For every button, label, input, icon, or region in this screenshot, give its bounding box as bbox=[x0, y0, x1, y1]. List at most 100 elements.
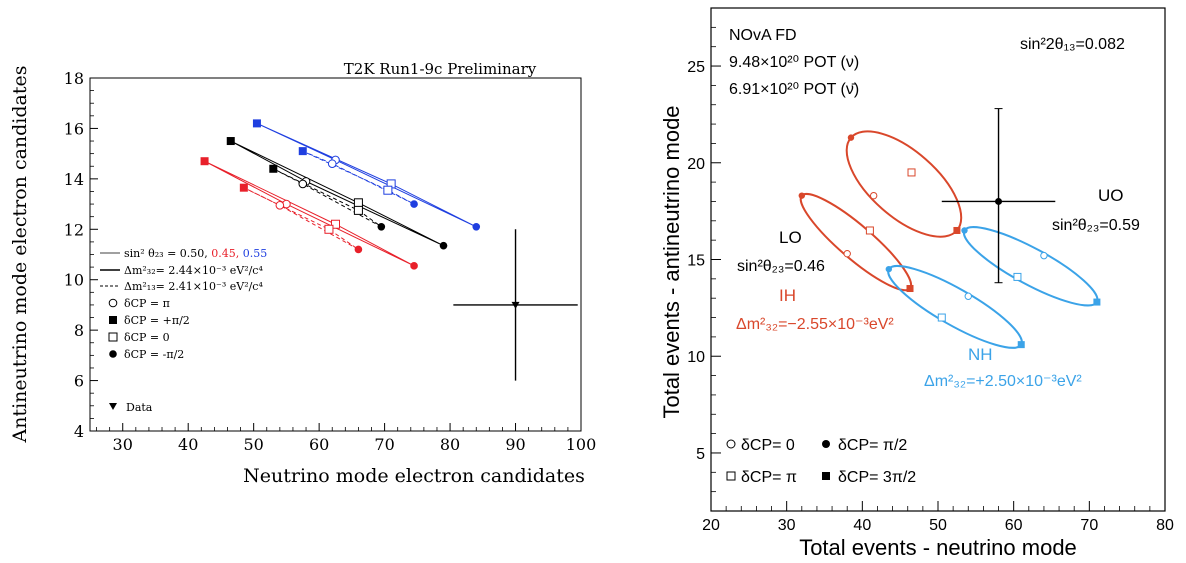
nova-ytick-label: 20 bbox=[687, 156, 705, 173]
t2k-xtick-label: 100 bbox=[566, 435, 597, 454]
t2k-point-dcp-mpi2 bbox=[354, 245, 363, 254]
nova-data-marker bbox=[995, 197, 1003, 205]
nova-ylabel: Total events - antineutrino mode bbox=[659, 105, 684, 418]
legend-triangle-icon bbox=[109, 403, 117, 410]
nova-legend-d3pi2: δCP= 3π/2 bbox=[838, 469, 916, 486]
nova-point-dcp-3pi2 bbox=[953, 226, 961, 234]
legend-dm32: Δm²₃₂= 2.44×10⁻³ eV²/c⁴ bbox=[124, 264, 263, 277]
t2k-point-dcp-pi bbox=[327, 159, 337, 169]
legend-data: Data bbox=[126, 401, 153, 414]
nova-lo-sin: sin²θ₂₃=0.46 bbox=[737, 258, 825, 275]
t2k-xtick-label: 60 bbox=[309, 435, 329, 454]
nova-xlabel: Total events - neutrino mode bbox=[799, 535, 1077, 560]
legend-dm13: Δm²₁₃= 2.41×10⁻³ eV²/c⁴ bbox=[124, 280, 263, 293]
t2k-point-dcp-pi2 bbox=[269, 164, 278, 173]
nova-point-dcp-pi bbox=[937, 313, 946, 322]
legend-dcp-mpi2: δCP = -π/2 bbox=[124, 348, 184, 361]
nova-xtick-label: 50 bbox=[929, 517, 947, 534]
t2k-point-dcp-pi bbox=[275, 201, 285, 210]
nova-point-dcp-pi2 bbox=[798, 192, 805, 199]
t2k-legend: sin² θ₂₃ = 0.50, 0.45, 0.55 Δm²₃₂= 2.44×… bbox=[100, 247, 267, 414]
t2k-ytick-label: 18 bbox=[64, 69, 84, 88]
t2k-point-dcp-0 bbox=[383, 185, 393, 195]
t2k-ytick-label: 14 bbox=[64, 170, 84, 189]
t2k-point-dcp-0 bbox=[324, 224, 334, 234]
t2k-point-dcp-pi2 bbox=[252, 119, 261, 128]
t2k-point-dcp-pi2 bbox=[298, 147, 307, 156]
t2k-chart: T2K Run1-9c Preliminary Neutrino mode el… bbox=[9, 60, 596, 487]
t2k-contour-line bbox=[243, 187, 359, 250]
t2k-xtick-label: 50 bbox=[243, 435, 263, 454]
legend-dcp-0: δCP = 0 bbox=[124, 331, 170, 344]
nova-pot-nu: 9.48×10²⁰ POT (ν) bbox=[729, 54, 859, 71]
nova-detector-label: NOvA FD bbox=[729, 27, 797, 44]
nova-ytick-label: 5 bbox=[696, 446, 705, 463]
nova-xtick-label: 80 bbox=[1156, 517, 1174, 534]
t2k-contour-line bbox=[273, 168, 382, 228]
nova-nh-dm: Δm²₃₂=+2.50×10⁻³eV² bbox=[924, 373, 1082, 390]
t2k-ytick-label: 12 bbox=[64, 220, 84, 239]
nova-point-dcp-pi2 bbox=[847, 134, 855, 141]
t2k-point-dcp-mpi2 bbox=[377, 222, 386, 231]
t2k-point-dcp-0 bbox=[353, 205, 363, 215]
nova-point-dcp-pi bbox=[865, 226, 874, 235]
t2k-ytick-label: 6 bbox=[74, 372, 84, 391]
nova-xtick-label: 40 bbox=[853, 517, 871, 534]
nova-legend-filled-circle-icon bbox=[822, 440, 830, 448]
nova-point-dcp-3pi2 bbox=[906, 285, 914, 293]
t2k-point-dcp-pi2 bbox=[226, 137, 235, 146]
nova-legend-dpi2: δCP= π/2 bbox=[838, 437, 907, 454]
t2k-point-dcp-pi2 bbox=[200, 157, 209, 166]
nova-point-dcp-pi2 bbox=[885, 265, 893, 273]
nova-point-dcp-0 bbox=[869, 191, 878, 200]
nova-legend-open-square-icon bbox=[726, 471, 736, 481]
nova-contour-ellipse bbox=[887, 265, 1023, 349]
nova-uo-label: UO bbox=[1098, 186, 1124, 205]
nova-point-dcp-0 bbox=[964, 292, 972, 300]
legend-filled-square-icon bbox=[109, 316, 117, 324]
t2k-ylabel: Antineutrino mode electron candidates bbox=[9, 65, 31, 443]
nova-xtick-label: 60 bbox=[1005, 517, 1023, 534]
t2k-ytick-label: 10 bbox=[64, 271, 84, 290]
legend-sin: sin² θ₂₃ = 0.50, 0.45, 0.55 bbox=[124, 247, 267, 260]
nova-nh-label: NH bbox=[968, 345, 993, 364]
t2k-ytick-label: 16 bbox=[64, 119, 84, 138]
t2k-point-dcp-mpi2 bbox=[439, 241, 448, 250]
nova-ih-label: IH bbox=[779, 286, 796, 305]
legend-sin-blue: 0.55 bbox=[243, 247, 268, 260]
legend-dcp-pi: δCP = π bbox=[124, 297, 170, 310]
t2k-xtick-label: 40 bbox=[178, 435, 198, 454]
nova-xtick-label: 30 bbox=[778, 517, 796, 534]
nova-point-dcp-0 bbox=[1040, 251, 1048, 260]
t2k-xtick-label: 90 bbox=[505, 435, 525, 454]
legend-dcp-pi2: δCP = +π/2 bbox=[124, 314, 190, 327]
t2k-point-dcp-pi bbox=[298, 179, 308, 189]
nova-ytick-label: 15 bbox=[687, 253, 705, 270]
t2k-xtick-label: 70 bbox=[374, 435, 394, 454]
nova-uo-sin: sin²θ₂₃=0.59 bbox=[1052, 217, 1140, 234]
t2k-point-dcp-pi2 bbox=[239, 183, 248, 192]
t2k-contour-line bbox=[302, 150, 415, 205]
t2k-point-dcp-mpi2 bbox=[410, 262, 418, 270]
nova-ytick-label: 25 bbox=[687, 59, 705, 76]
legend-sin-black: sin² θ₂₃ = 0.50, bbox=[124, 247, 211, 260]
t2k-point-dcp-mpi2 bbox=[410, 200, 418, 208]
t2k-point-dcp-0 bbox=[353, 198, 363, 208]
legend-filled-circle-icon bbox=[109, 350, 117, 358]
nova-legend-open-circle-icon bbox=[726, 439, 736, 449]
legend-open-circle-icon bbox=[108, 298, 118, 308]
nova-point-dcp-pi2 bbox=[961, 227, 968, 234]
legend-open-square-icon bbox=[108, 332, 118, 342]
t2k-point-dcp-0 bbox=[331, 219, 340, 229]
nova-chart: Total events - neutrino mode Total event… bbox=[659, 7, 1174, 560]
legend-sin-red: 0.45, bbox=[211, 247, 243, 260]
nova-legend-dpi: δCP= π bbox=[741, 469, 797, 486]
nova-point-dcp-3pi2 bbox=[1017, 341, 1025, 349]
nova-point-dcp-pi bbox=[907, 168, 916, 177]
nova-sin13: sin²2θ₁₃=0.082 bbox=[1020, 36, 1125, 53]
t2k-title: T2K Run1-9c Preliminary bbox=[344, 60, 537, 78]
nova-legend-d0: δCP= 0 bbox=[741, 437, 795, 454]
nova-ytick-label: 10 bbox=[687, 349, 705, 366]
t2k-data-marker bbox=[511, 301, 520, 309]
nova-point-dcp-3pi2 bbox=[1093, 298, 1101, 306]
